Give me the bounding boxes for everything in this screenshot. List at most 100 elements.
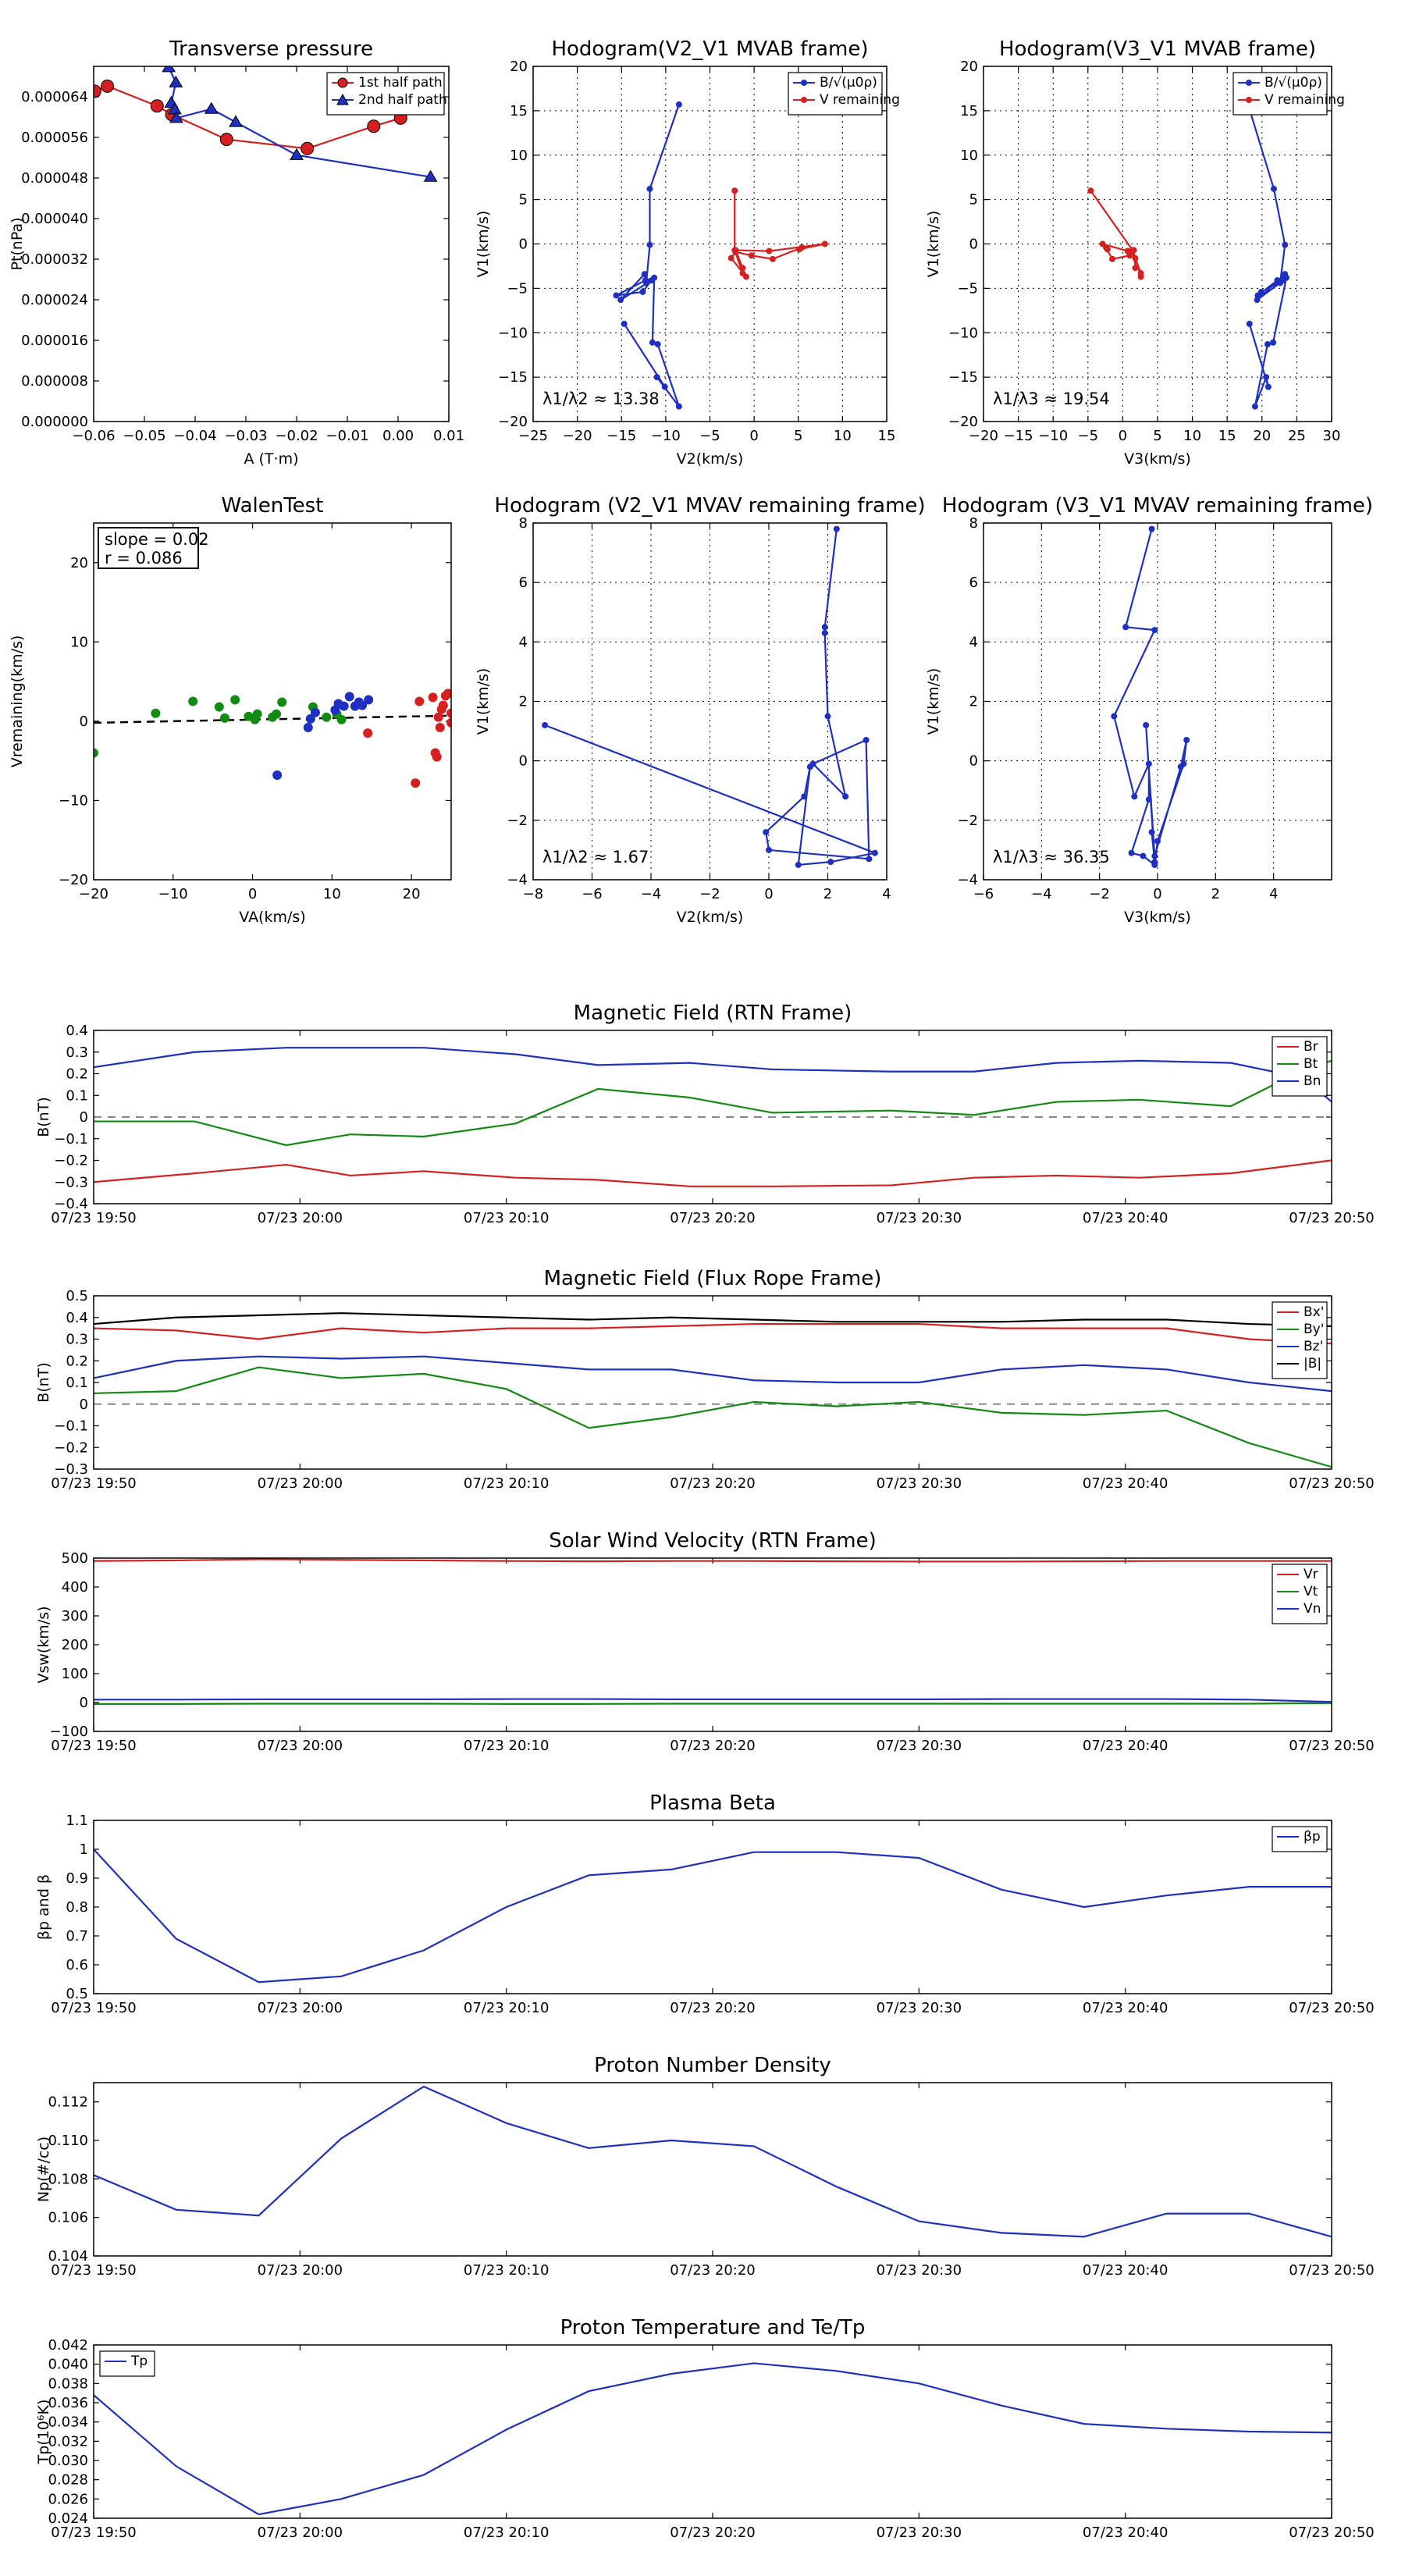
- x-tick-label: 07/23 19:50: [51, 2524, 136, 2541]
- data-point: [188, 696, 198, 706]
- x-tick-label: 0.00: [382, 428, 414, 444]
- y-tick-label: −0.2: [54, 1439, 88, 1456]
- x-tick-label: −10: [651, 428, 681, 444]
- x-tick-label: 07/23 20:50: [1289, 1738, 1374, 1754]
- y-tick-label: −0.2: [54, 1153, 88, 1169]
- chart-data-layer: [94, 688, 451, 788]
- series-line-b-0-: [1247, 104, 1288, 407]
- y-tick-label: 0.024: [48, 2510, 88, 2527]
- data-point: [646, 185, 653, 192]
- data-point: [432, 752, 442, 762]
- data-point: [821, 240, 828, 247]
- y-tick-label: −5: [957, 280, 978, 297]
- x-tick-label: 07/23 19:50: [51, 1210, 136, 1226]
- x-tick-label: −8: [523, 886, 544, 902]
- legend-label: Vr: [1304, 1567, 1318, 1582]
- y-tick-label: 0.000040: [21, 211, 88, 227]
- y-tick-label: −20: [948, 414, 978, 430]
- plot-frame: [93, 66, 450, 422]
- x-axis-label: V2(km/s): [677, 450, 744, 468]
- x-tick-label: −10: [158, 886, 188, 902]
- y-tick-label: −5: [507, 280, 528, 297]
- data-point: [446, 708, 451, 718]
- data-point: [649, 339, 656, 346]
- x-tick-label: 20: [1253, 428, 1271, 444]
- y-tick-label: 0.1: [66, 1087, 88, 1104]
- x-tick-label: 07/23 20:30: [877, 1210, 962, 1226]
- y-tick-label: 0.034: [48, 2414, 88, 2431]
- y-tick-label: 0.9: [66, 1870, 88, 1887]
- y-tick-label: −15: [948, 369, 978, 386]
- data-point: [731, 187, 738, 194]
- data-point: [1104, 246, 1111, 253]
- x-tick-label: −5: [699, 428, 720, 444]
- y-tick-label: −2: [507, 813, 528, 829]
- chart-data-layer: [94, 1848, 1332, 1984]
- x-tick-label: 0: [1153, 886, 1161, 902]
- data-point: [1124, 247, 1131, 254]
- data-point: [169, 111, 183, 123]
- data-point: [411, 778, 421, 788]
- data-point: [1177, 763, 1184, 770]
- y-tick-label: 0.3: [66, 1332, 88, 1348]
- series-line--p: [94, 1848, 1332, 1984]
- legend-box: [99, 2350, 155, 2377]
- chart-title: WalenTest: [222, 494, 324, 518]
- y-axis-label: Pt(nPa): [9, 217, 26, 270]
- legend-box: [1272, 1301, 1328, 1379]
- legend-marker: [1246, 80, 1252, 86]
- y-tick-label: 1: [80, 1841, 88, 1858]
- x-tick-label: 07/23 20:20: [670, 2000, 755, 2016]
- ratio-annotation: λ1/λ2 ≈ 13.38: [542, 390, 660, 408]
- y-tick-label: −0.1: [54, 1131, 88, 1147]
- x-tick-label: 2: [823, 886, 832, 902]
- x-tick-label: 07/23 20:50: [1289, 1210, 1374, 1226]
- data-point: [364, 695, 374, 705]
- x-tick-label: 07/23 20:40: [1083, 1475, 1168, 1492]
- data-point: [1270, 185, 1277, 192]
- y-tick-label: 0.000056: [21, 130, 88, 146]
- data-point: [1183, 737, 1190, 744]
- y-tick-label: −0.4: [54, 1196, 88, 1212]
- y-axis-label: V1(km/s): [925, 211, 942, 278]
- y-tick-label: 0.000048: [21, 170, 88, 187]
- data-point: [1145, 760, 1152, 767]
- x-tick-label: −2: [1089, 886, 1110, 902]
- series-line-v-remaining: [730, 190, 825, 278]
- x-tick-label: −0.06: [72, 428, 115, 444]
- y-tick-label: 4: [969, 634, 978, 650]
- data-point: [727, 254, 735, 262]
- data-point: [748, 252, 755, 259]
- data-point: [766, 247, 773, 254]
- data-point: [1145, 796, 1152, 803]
- data-point: [739, 265, 746, 272]
- data-point: [435, 723, 445, 733]
- x-tick-label: 07/23 20:20: [670, 1738, 755, 1754]
- y-tick-label: 0.000064: [21, 89, 88, 105]
- x-tick-label: 07/23 20:10: [464, 1738, 549, 1754]
- x-tick-label: 07/23 20:00: [258, 2000, 343, 2016]
- y-tick-label: 0.000032: [21, 251, 88, 268]
- y-tick-label: −15: [498, 369, 528, 386]
- chart-data-layer: [94, 1312, 1332, 1468]
- y-tick-label: 400: [62, 1579, 88, 1596]
- x-tick-label: 07/23 20:00: [258, 1738, 343, 1754]
- legend-marker: [801, 97, 807, 103]
- series-line-bx-: [94, 1322, 1332, 1345]
- y-tick-label: 0: [80, 1397, 88, 1413]
- legend-label: Vt: [1304, 1584, 1318, 1599]
- x-tick-label: −0.02: [275, 428, 318, 444]
- legend-label: Bx': [1304, 1304, 1324, 1320]
- plot-frame: [93, 522, 452, 881]
- y-tick-label: 0.8: [66, 1899, 88, 1916]
- x-tick-label: −15: [606, 428, 636, 444]
- legend-label: B/√(μ0ρ): [1264, 75, 1322, 91]
- chart-title: Solar Wind Velocity (RTN Frame): [549, 1529, 876, 1553]
- data-point: [1154, 838, 1161, 845]
- x-tick-label: 07/23 20:50: [1289, 2000, 1374, 2016]
- x-tick-label: −2: [699, 886, 720, 902]
- plot-frame: [93, 2082, 1332, 2257]
- y-tick-label: 0.106: [48, 2210, 88, 2226]
- x-tick-label: 07/23 20:00: [258, 1475, 343, 1492]
- y-tick-label: 0.032: [48, 2433, 88, 2450]
